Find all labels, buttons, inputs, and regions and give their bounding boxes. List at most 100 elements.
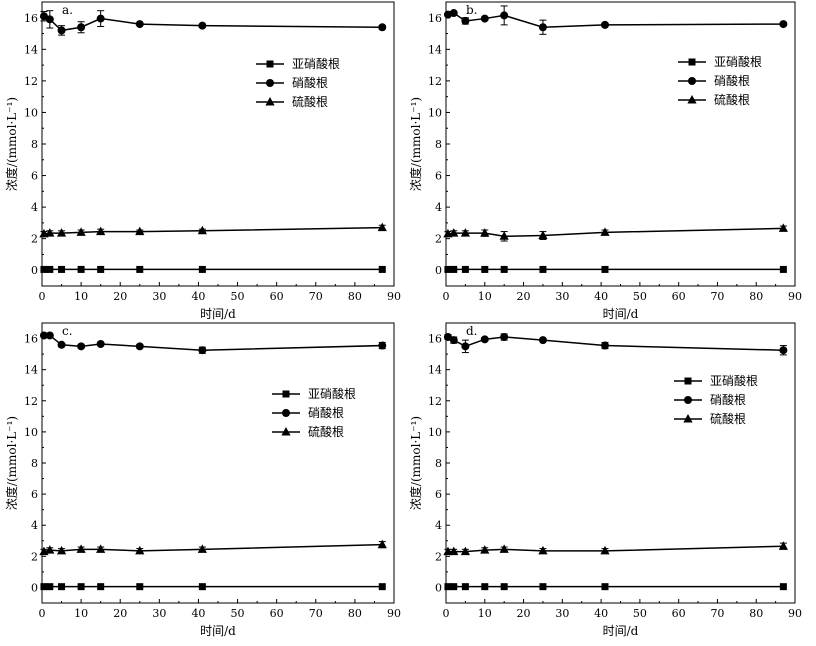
x-tick-label: 30 — [555, 607, 569, 620]
data-point — [450, 265, 458, 273]
data-point — [135, 545, 145, 555]
legend-marker — [266, 79, 274, 87]
x-tick-label: 10 — [478, 607, 492, 620]
x-tick-label: 30 — [152, 290, 166, 303]
x-tick-label: 30 — [152, 607, 166, 620]
x-tick-label: 90 — [788, 607, 802, 620]
data-point — [135, 226, 145, 236]
x-tick-label: 0 — [39, 290, 46, 303]
y-tick-label: 8 — [435, 457, 442, 470]
x-tick-label: 50 — [633, 607, 647, 620]
y-tick-label: 16 — [428, 12, 442, 25]
y-tick-label: 4 — [31, 519, 38, 532]
x-tick-label: 20 — [517, 290, 531, 303]
legend-label: 亚硝酸根 — [292, 56, 340, 71]
x-tick-label: 80 — [348, 290, 362, 303]
data-point — [539, 265, 547, 273]
y-tick-label: 0 — [31, 581, 38, 594]
legend-label: 硝酸根 — [292, 75, 328, 90]
data-point — [45, 228, 55, 237]
series-line — [447, 227, 784, 238]
data-point — [135, 20, 144, 29]
panel-label: a. — [62, 3, 73, 17]
x-tick-label: 60 — [672, 290, 686, 303]
series-line — [447, 545, 784, 553]
data-point — [779, 265, 787, 273]
series-square — [40, 583, 386, 591]
data-point — [601, 583, 609, 591]
y-tick-label: 12 — [24, 75, 38, 88]
chart-panel-1: 0 10 20 30 40 50 60 70 80 90 0 2 4 6 8 10 12 14 16 时间/d 浓度/(… — [4, 1, 401, 321]
data-point — [77, 583, 85, 591]
data-point — [39, 12, 48, 21]
y-tick-label: 14 — [24, 364, 38, 377]
data-point — [461, 583, 469, 591]
legend-marker — [281, 427, 291, 436]
legend-marker — [688, 58, 696, 66]
series-triangle — [443, 223, 788, 242]
x-tick-label: 60 — [270, 607, 284, 620]
data-point — [449, 546, 459, 556]
data-point — [444, 583, 452, 591]
series-line — [43, 15, 383, 32]
series-line — [447, 12, 784, 28]
x-tick-label: 20 — [113, 607, 127, 620]
data-point — [539, 583, 547, 591]
x-tick-label: 70 — [710, 607, 724, 620]
panel-label: c. — [62, 324, 73, 338]
data-point — [198, 583, 206, 591]
data-point — [57, 26, 66, 35]
chart-panel-3: 0 10 20 30 40 50 60 70 80 90 0 2 4 6 8 10 12 14 16 时间/d 浓度/(… — [4, 322, 401, 638]
y-tick-label: 0 — [435, 264, 442, 277]
data-point — [601, 265, 609, 273]
data-point — [778, 541, 788, 550]
x-tick-label: 0 — [39, 607, 46, 620]
series-circle — [39, 331, 387, 355]
data-point — [96, 544, 106, 553]
data-point — [197, 544, 207, 553]
x-tick-label: 20 — [517, 607, 531, 620]
y-tick-label: 14 — [24, 43, 38, 56]
data-point — [45, 545, 55, 554]
data-point — [378, 341, 387, 350]
data-point — [779, 346, 788, 355]
data-point — [600, 341, 609, 350]
data-point — [461, 16, 470, 25]
x-tick-label: 70 — [309, 290, 323, 303]
data-point — [461, 342, 470, 351]
data-point — [378, 265, 386, 273]
data-point — [538, 545, 548, 555]
data-point — [460, 228, 470, 237]
data-point — [779, 20, 788, 29]
x-tick-label: 70 — [710, 290, 724, 303]
data-point — [538, 336, 547, 345]
data-point — [378, 23, 387, 32]
data-point — [449, 336, 458, 345]
legend-marker — [688, 77, 696, 85]
data-point — [460, 546, 470, 556]
y-tick-label: 6 — [435, 488, 442, 501]
y-tick-label: 6 — [31, 488, 38, 501]
data-point — [198, 265, 206, 273]
data-point — [56, 545, 67, 555]
y-tick-label: 8 — [31, 457, 38, 470]
x-tick-label: 90 — [387, 607, 401, 620]
y-tick-label: 12 — [428, 395, 442, 408]
x-tick-label: 90 — [387, 290, 401, 303]
y-tick-label: 6 — [435, 170, 442, 183]
y-tick-label: 2 — [31, 550, 38, 563]
legend-label: 硝酸根 — [308, 405, 344, 420]
data-point — [46, 265, 54, 273]
y-tick-label: 16 — [24, 12, 38, 25]
plot-frame — [41, 1, 395, 287]
x-axis-title: 时间/d — [200, 307, 236, 321]
data-point — [778, 223, 788, 232]
data-point — [58, 583, 66, 591]
legend-marker — [687, 95, 697, 104]
y-tick-label: 0 — [435, 581, 442, 594]
legend-label: 硫酸根 — [292, 94, 328, 109]
